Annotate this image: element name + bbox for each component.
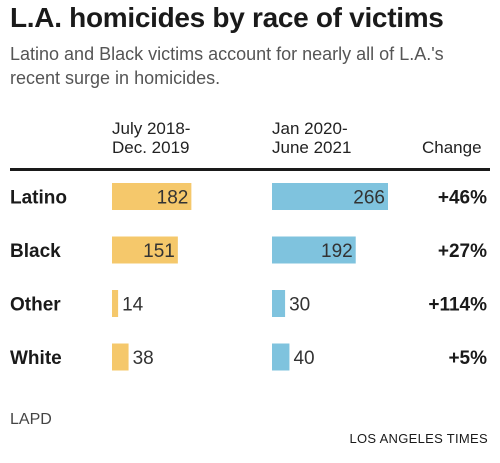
value-label-white-period-a: 38 (133, 348, 154, 369)
header-rule (10, 168, 490, 171)
bar-black-period-a (112, 236, 178, 264)
value-label-other-period-a: 14 (122, 295, 144, 316)
bar-latino-period-b (272, 183, 388, 210)
change-label-latino: +46% (438, 188, 487, 209)
value-label-black-period-a: 151 (143, 241, 175, 262)
bar-latino-period-a (112, 183, 192, 210)
value-label-white-period-b: 40 (293, 348, 314, 369)
value-label-latino-period-a: 182 (157, 188, 189, 209)
bar-white-period-a (112, 343, 129, 371)
bar-black-period-b (272, 236, 356, 264)
column-header-period-b: Jan 2020- June 2021 (272, 119, 352, 157)
change-label-white: +5% (448, 348, 487, 369)
row-label-other: Other (10, 295, 61, 316)
value-label-black-period-b: 192 (321, 241, 353, 262)
change-label-black: +27% (438, 241, 487, 262)
chart-title: L.A. homicides by race of victims (10, 2, 444, 33)
value-label-latino-period-b: 266 (353, 188, 385, 209)
value-label-other-period-b: 30 (289, 295, 310, 316)
bar-white-period-b (272, 343, 290, 371)
bar-other-period-b (272, 290, 286, 317)
credit-line: LOS ANGELES TIMES (349, 431, 488, 446)
column-header-change: Change (422, 138, 482, 157)
row-label-black: Black (10, 241, 61, 262)
row-label-latino: Latino (10, 188, 67, 209)
change-label-other: +114% (428, 295, 487, 316)
column-header-period-a: July 2018- Dec. 2019 (112, 119, 191, 157)
source-note: LAPD (10, 411, 52, 428)
chart-subtitle: Latino and Black victims account for nea… (10, 44, 444, 88)
row-label-white: White (10, 348, 62, 369)
bar-other-period-a (112, 290, 119, 317)
